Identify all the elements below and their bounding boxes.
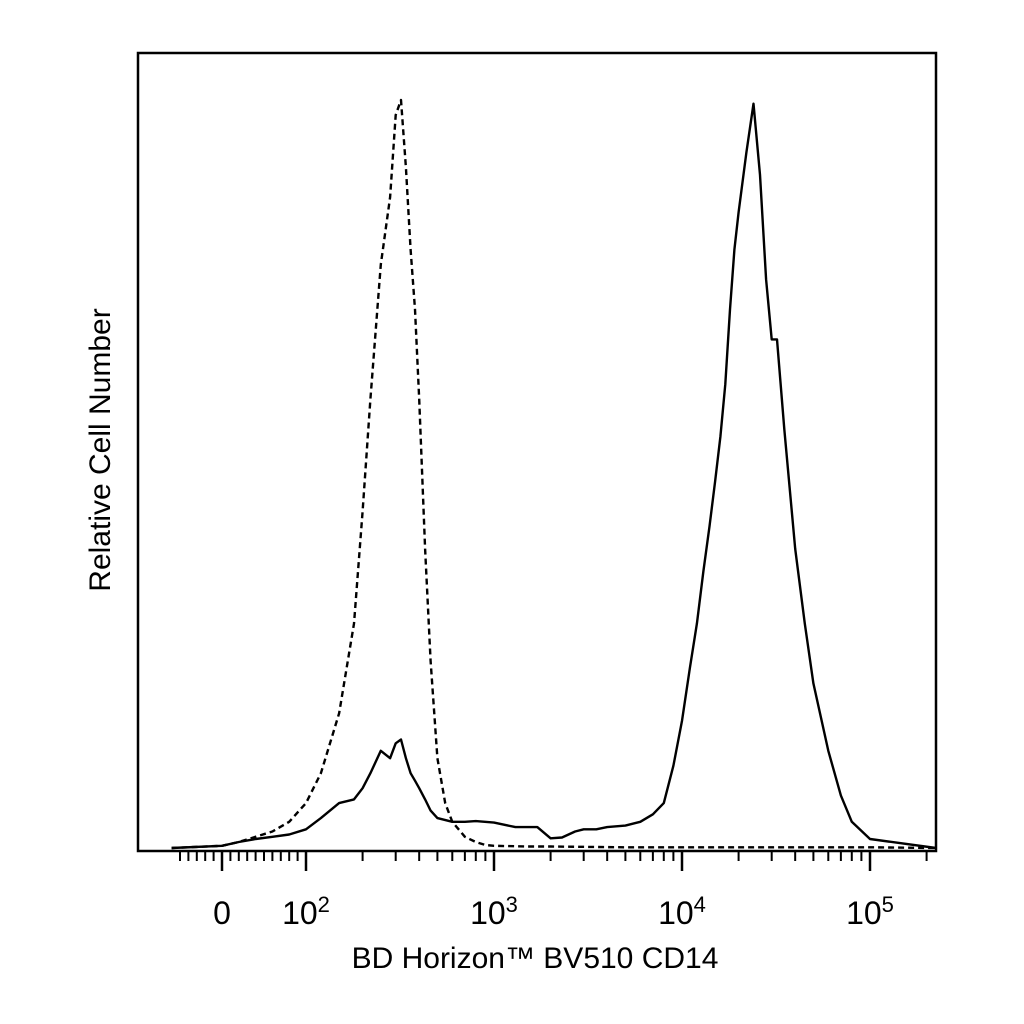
x-axis-ticks — [179, 851, 928, 871]
x-tick-label: 104 — [658, 892, 706, 931]
x-tick-label: 0 — [213, 895, 231, 931]
plot-frame — [136, 51, 938, 853]
solid-series-line — [171, 102, 937, 850]
x-tick-label: 105 — [846, 892, 894, 931]
dashed-series-line — [171, 98, 937, 850]
x-axis-tick-labels: 0 102 103 104 105 — [213, 892, 894, 931]
x-axis-label: BD Horizon™ BV510 CD14 — [352, 942, 719, 975]
y-axis-label: Relative Cell Number — [84, 308, 117, 591]
series-layer — [171, 98, 937, 850]
x-tick-label: 102 — [282, 892, 330, 931]
x-tick-label: 103 — [470, 892, 518, 931]
